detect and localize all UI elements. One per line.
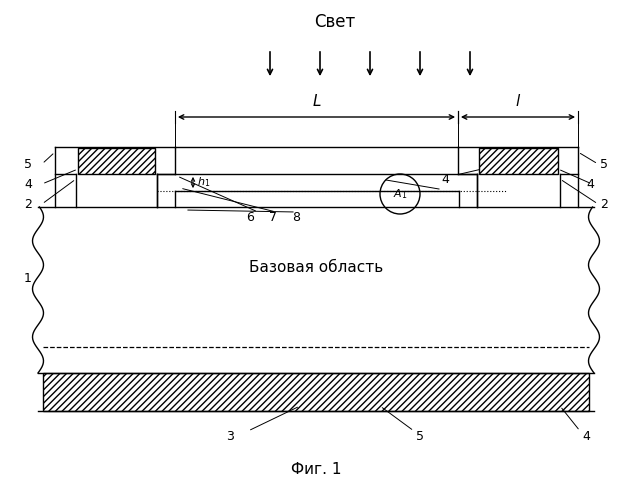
- Bar: [78, 148, 155, 174]
- Text: 2: 2: [24, 198, 32, 211]
- Text: $h_1$: $h_1$: [197, 176, 210, 190]
- Text: 4: 4: [441, 173, 449, 186]
- Text: 1: 1: [24, 272, 32, 285]
- Text: 5: 5: [24, 158, 32, 171]
- Text: Фиг. 1: Фиг. 1: [291, 462, 341, 477]
- Text: Свет: Свет: [314, 13, 356, 31]
- Text: $A_1$: $A_1$: [392, 187, 407, 201]
- Text: 3: 3: [226, 431, 234, 444]
- Text: 8: 8: [292, 211, 300, 224]
- Text: Базовая область: Базовая область: [249, 259, 383, 274]
- Bar: [43, 373, 589, 411]
- Bar: [38, 207, 594, 373]
- Text: 5: 5: [416, 431, 424, 444]
- Text: 4: 4: [24, 178, 32, 191]
- Text: 5: 5: [600, 158, 608, 171]
- Text: 2: 2: [600, 198, 608, 211]
- Text: 7: 7: [269, 211, 277, 224]
- Text: 4: 4: [586, 178, 594, 191]
- Bar: [479, 148, 558, 174]
- Text: 6: 6: [246, 211, 254, 224]
- Text: 4: 4: [582, 431, 590, 444]
- Text: $l$: $l$: [515, 93, 521, 109]
- Text: $L$: $L$: [312, 93, 321, 109]
